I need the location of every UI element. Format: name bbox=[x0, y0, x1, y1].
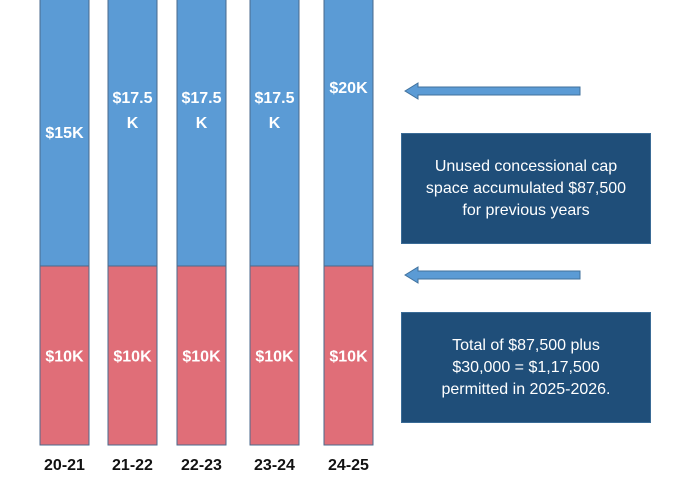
note-bottom-line-3: permitted in 2025-2026. bbox=[441, 380, 611, 398]
arrow-top-icon bbox=[404, 82, 581, 100]
category-label-20-21: 20-21 bbox=[44, 457, 85, 474]
bar-segment-22-23-base bbox=[176, 265, 227, 446]
note-top-line-3: for previous years bbox=[462, 201, 590, 219]
bar-segment-24-25-base bbox=[323, 265, 374, 446]
data-label-23-24-unused: $17.5 K bbox=[254, 90, 294, 132]
bar-segment-21-22-base bbox=[107, 265, 158, 446]
note-bottom-line-2: $30,000 = $1,17,500 bbox=[452, 358, 600, 376]
category-label-23-24: 23-24 bbox=[254, 457, 295, 474]
note-top-line-1: Unused concessional cap bbox=[434, 157, 618, 175]
bar-segment-20-21-base bbox=[39, 265, 90, 446]
bar-segment-24-25-unused bbox=[323, 0, 374, 267]
note-bottom-line-1: Total of $87,500 plus bbox=[452, 336, 600, 354]
data-label-24-25-unused: $20K bbox=[329, 80, 368, 97]
bar-segment-20-21-unused bbox=[39, 0, 90, 267]
data-label-20-21-base: $10K bbox=[45, 349, 84, 366]
data-label-24-25-base: $10K bbox=[329, 349, 368, 366]
category-label-24-25: 24-25 bbox=[328, 457, 369, 474]
category-label-21-22: 21-22 bbox=[112, 457, 153, 474]
bar-segment-23-24-unused bbox=[249, 0, 300, 267]
note-box-top: Unused concessional cap space accumulate… bbox=[401, 133, 651, 244]
data-label-23-24-base: $10K bbox=[255, 349, 294, 366]
bars-group: $10K $15K 20-21 $10K $17.5 K 21-22 $10K $17.5 K 22… bbox=[39, 0, 374, 474]
arrows-group bbox=[404, 82, 581, 284]
arrow-bottom-icon bbox=[404, 266, 581, 284]
category-label-22-23: 22-23 bbox=[181, 457, 222, 474]
data-label-22-23-base: $10K bbox=[182, 349, 221, 366]
bar-segment-22-23-unused bbox=[176, 0, 227, 267]
note-box-bottom: Total of $87,500 plus $30,000 = $1,17,50… bbox=[401, 312, 651, 423]
data-label-21-22-base: $10K bbox=[113, 349, 152, 366]
bar-segment-21-22-unused bbox=[107, 0, 158, 267]
data-label-22-23-unused: $17.5 K bbox=[181, 90, 221, 132]
note-top-line-2: space accumulated $87,500 bbox=[425, 179, 627, 197]
bar-segment-23-24-base bbox=[249, 265, 300, 446]
data-label-21-22-unused: $17.5 K bbox=[112, 90, 152, 132]
data-label-20-21-unused: $15K bbox=[45, 125, 84, 142]
